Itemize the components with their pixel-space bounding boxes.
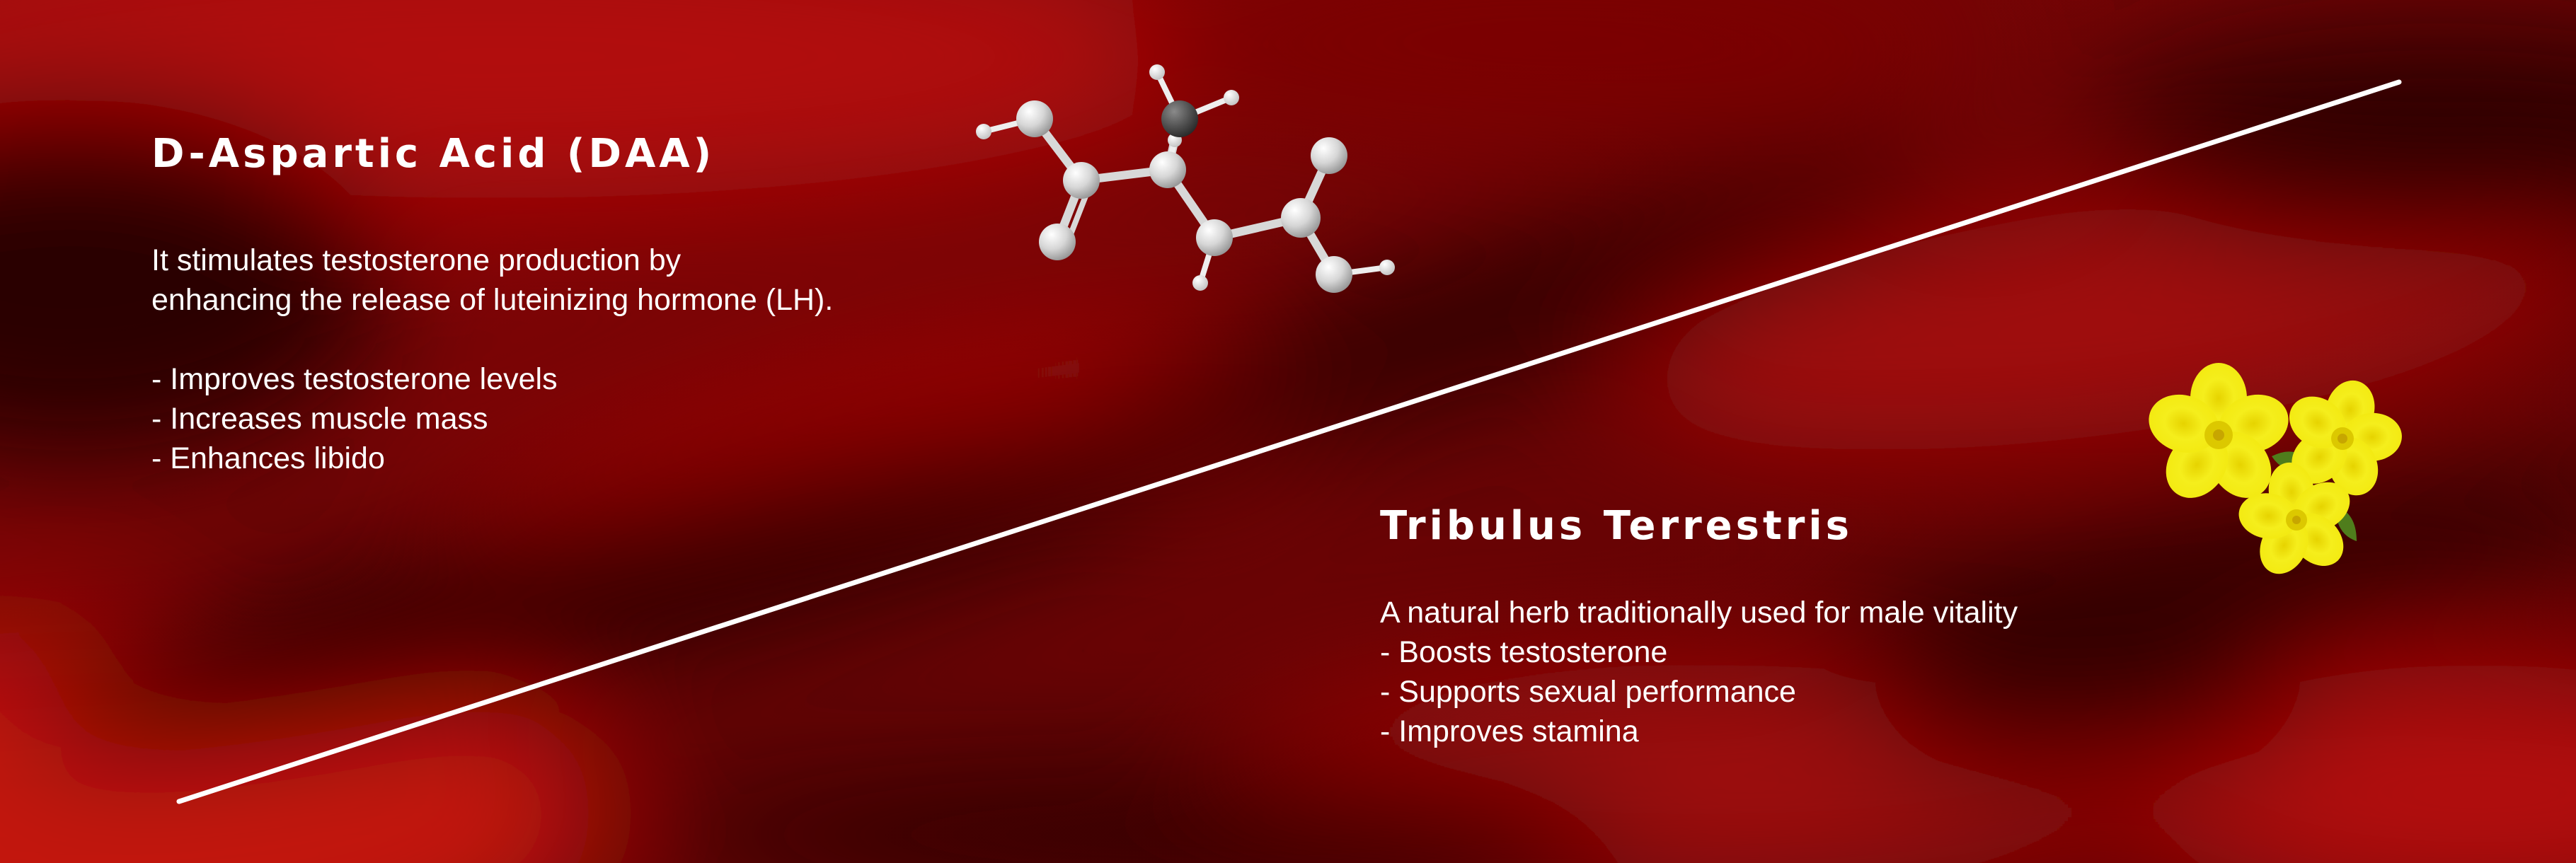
molecule-ball-and-stick-icon <box>976 64 1395 293</box>
yellow-flowers-icon <box>2149 363 2402 574</box>
daa-title: D-Aspartic Acid (DAA) <box>151 131 715 177</box>
tribulus-benefits-list: - Boosts testosterone - Supports sexual … <box>1380 632 2018 751</box>
tribulus-title: Tribulus Terrestris <box>1380 503 1853 549</box>
list-item: - Enhances libido <box>151 441 385 475</box>
daa-description: It stimulates testosterone production by… <box>151 241 833 320</box>
list-item: - Boosts testosterone <box>1380 635 1668 669</box>
daa-description-line: It stimulates testosterone production by <box>151 243 682 277</box>
tribulus-description: A natural herb traditionally used for ma… <box>1380 596 2018 630</box>
daa-benefits-list: - Improves testosterone levels - Increas… <box>151 359 833 478</box>
daa-section: D-Aspartic Acid (DAA) It stimulates test… <box>151 134 833 478</box>
list-item: - Supports sexual performance <box>1380 675 1796 709</box>
list-item: - Increases muscle mass <box>151 402 488 436</box>
tribulus-section: Tribulus Terrestris A natural herb tradi… <box>1380 506 2018 751</box>
daa-description-line: enhancing the release of luteinizing hor… <box>151 283 834 317</box>
list-item: - Improves testosterone levels <box>151 362 558 396</box>
list-item: - Improves stamina <box>1380 714 1639 748</box>
